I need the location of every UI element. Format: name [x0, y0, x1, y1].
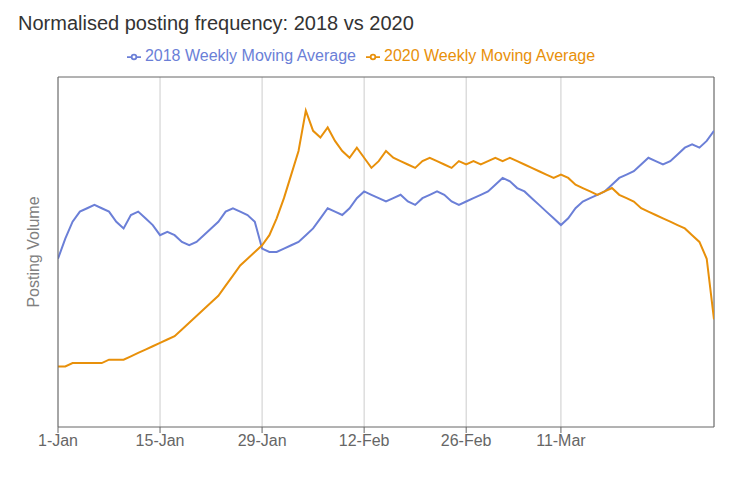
svg-text:26-Feb: 26-Feb [441, 432, 492, 449]
svg-text:15-Jan: 15-Jan [136, 432, 185, 449]
html-text:2020 Weekly Moving Average: 2020 Weekly Moving Average [384, 47, 596, 64]
svg-text:1-Jan: 1-Jan [38, 432, 78, 449]
html-text:2018 Weekly Moving Average: 2018 Weekly Moving Average [144, 47, 356, 64]
svg-text:12-Feb: 12-Feb [339, 432, 390, 449]
svg-text:Posting Volume: Posting Volume [25, 196, 42, 307]
svg-text:29-Jan: 29-Jan [238, 432, 287, 449]
svg-text:11-Mar: 11-Mar [536, 432, 586, 449]
html-text:Normalised posting frequency:: Normalised posting frequency: 2018 vs 20… [18, 12, 414, 34]
